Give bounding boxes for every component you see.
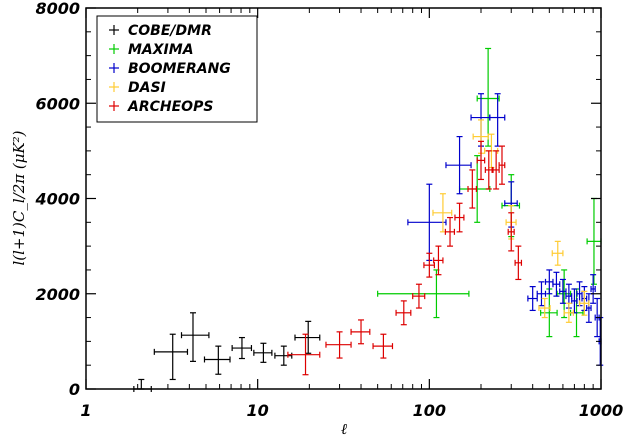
data-point — [590, 274, 597, 304]
series-boomerang — [407, 93, 604, 366]
data-point — [492, 150, 500, 190]
y-axis-title: l(l+1)C_l/2π (μK²) — [10, 130, 28, 265]
legend-label: BOOMERANG — [128, 61, 231, 77]
axes-layer: 1 10 100 1000 0 2000 4000 6000 8000 — [34, 0, 623, 420]
data-point — [372, 333, 394, 359]
data-point — [423, 252, 435, 278]
data-point — [514, 245, 523, 281]
legend-item: DASI — [109, 80, 166, 96]
x-tick-label: 1000 — [579, 401, 624, 420]
legend-label: ARCHEOPS — [127, 99, 213, 115]
data-point — [433, 245, 444, 276]
data-point — [445, 135, 472, 195]
data-point — [540, 288, 558, 338]
data-series-layer — [133, 47, 604, 392]
data-point — [432, 193, 453, 233]
legend-label: DASI — [128, 80, 166, 96]
data-point — [507, 212, 515, 252]
legend-box — [96, 15, 258, 123]
data-point — [552, 271, 561, 297]
data-point — [395, 300, 412, 326]
series-cobe-dmr — [133, 312, 321, 392]
data-point — [538, 297, 551, 319]
data-point — [454, 202, 465, 233]
data-point — [153, 333, 189, 381]
x-tick-label: 1 — [80, 401, 91, 420]
data-point — [231, 336, 253, 360]
data-point — [498, 145, 506, 185]
data-point — [444, 216, 456, 247]
data-point — [350, 319, 371, 345]
data-point — [287, 333, 321, 376]
data-point — [578, 290, 590, 316]
data-point — [559, 278, 567, 304]
legend-item: MAXIMA — [109, 42, 194, 58]
data-point — [412, 283, 426, 309]
data-point — [133, 378, 152, 392]
y-tick-label: 8000 — [35, 0, 80, 18]
y-tick-label: 4000 — [34, 190, 80, 209]
data-point — [544, 269, 554, 295]
data-point — [585, 293, 592, 323]
data-point — [551, 240, 564, 266]
data-point — [489, 93, 506, 147]
data-point — [467, 169, 477, 209]
x-tick-label: 100 — [413, 401, 446, 420]
data-point — [203, 345, 231, 375]
data-point — [571, 288, 578, 314]
y-tick-label: 2000 — [35, 285, 80, 304]
legend-item: COBE/DMR — [109, 23, 212, 39]
data-point — [527, 286, 538, 312]
legend-label: MAXIMA — [128, 42, 194, 58]
data-point — [253, 342, 273, 363]
x-tick-label: 10 — [247, 401, 269, 420]
legend-item: ARCHEOPS — [109, 99, 213, 115]
series-maxima — [377, 47, 602, 338]
data-point — [294, 320, 321, 354]
y-tick-label: 6000 — [35, 94, 80, 113]
data-point — [407, 183, 447, 262]
legend: COBE/DMR MAXIMA BOOMERANG DASI ARCHEOPS — [96, 15, 258, 123]
data-point — [377, 269, 470, 319]
data-point — [325, 331, 352, 359]
x-axis-title: ℓ — [341, 420, 347, 438]
data-point — [484, 150, 493, 190]
data-point — [476, 140, 486, 181]
data-point — [274, 345, 293, 366]
legend-item: BOOMERANG — [109, 61, 231, 77]
legend-label: COBE/DMR — [128, 23, 212, 39]
data-point — [586, 197, 602, 285]
series-archeops — [287, 140, 523, 376]
data-point — [563, 302, 574, 323]
y-tick-label: 0 — [69, 380, 80, 399]
data-point — [180, 312, 210, 362]
